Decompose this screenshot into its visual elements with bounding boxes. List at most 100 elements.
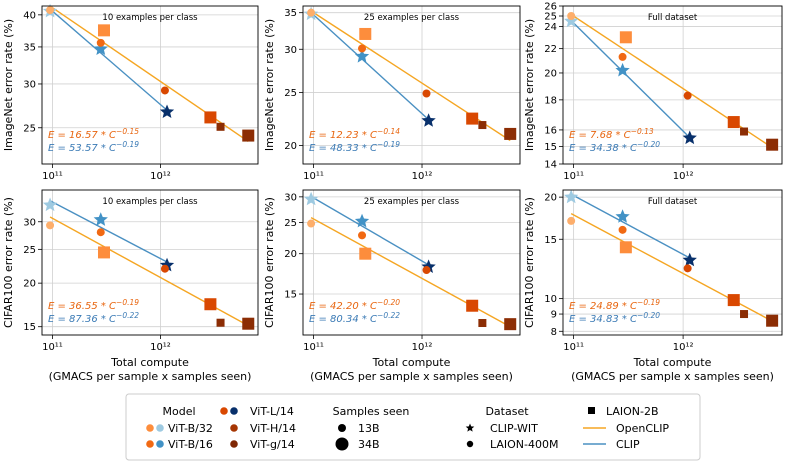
legend-model-marker [156,440,164,448]
y-tick-label: 25 [284,88,297,99]
legend-size-label: 13B [358,422,380,435]
fit-equation: E = 48.33 * C−0.19 [309,140,400,154]
y-tick-label: 18 [544,95,557,106]
legend-model-label: ViT-g/14 [250,438,295,451]
data-point [619,241,632,254]
y-tick-label: 26 [544,2,557,13]
data-point [303,191,319,206]
x-axis-label: Total compute [372,356,451,369]
y-tick-label: 25 [23,123,36,134]
data-point [307,8,316,17]
clip-fit-line [570,20,691,139]
fit-equation: E = 36.55 * C−0.19 [48,298,139,312]
y-tick-label: 20 [23,279,36,290]
y-tick-label: 22 [544,44,557,55]
clip-fit-line [49,200,168,263]
data-point [682,130,697,145]
data-point [504,127,517,140]
data-point [421,113,436,127]
data-point [478,121,487,130]
y-tick-label: 8 [551,327,557,338]
fit-equation: E = 53.57 * C−0.19 [48,140,139,154]
fit-equation: E = 42.20 * C−0.20 [309,298,400,312]
y-tick-label: 40 [23,10,36,21]
y-tick-label: 20 [544,68,557,79]
data-point [727,116,740,129]
clip-fit-line [310,195,429,266]
y-tick-label: 15 [23,322,36,333]
x-tick-label: 10¹² [412,342,433,353]
legend-header: Model [162,405,195,418]
data-point [93,212,108,226]
data-point [159,104,175,119]
data-point [42,197,58,212]
data-point [242,317,255,330]
fit-equation: E = 80.34 * C−0.22 [309,311,400,325]
data-point [46,221,55,230]
clip-fit-line [49,8,168,111]
y-tick-label: 25 [284,218,297,229]
data-point [160,264,169,273]
data-point [682,252,697,267]
data-point [97,24,110,37]
data-point [618,225,627,234]
legend: Model ViT-B/32 ViT-B/16 ViT-L/14 ViT-H/14 ViT… [125,393,701,461]
fit-equation: E = 7.68 * C−0.13 [569,127,654,141]
legend-model-marker [220,407,228,415]
fit-equation: E = 24.89 * C−0.19 [569,298,660,312]
legend-model-label: ViT-L/14 [250,405,294,418]
legend-line-label: OpenCLIP [616,422,669,435]
fit-equation: E = 34.38 * C−0.20 [569,140,660,154]
clip-fit-line [570,193,691,259]
legend-model-marker [230,440,238,448]
fit-equation: E = 12.23 * C−0.14 [309,127,400,141]
panel-title: 10 examples per class [102,197,198,207]
data-point [354,49,370,63]
y-axis-label: ImageNet error rate (%) [523,19,536,151]
y-tick-label: 16 [544,125,557,136]
y-tick-label: 20 [544,193,557,204]
fit-equation: E = 34.83 * C−0.20 [569,311,660,325]
y-tick-label: 35 [23,42,36,53]
y-tick-label: 25 [544,12,557,23]
panel-title: Full dataset [648,13,698,23]
x-tick-label: 10¹¹ [42,342,63,353]
data-point [504,318,517,331]
data-point [307,219,316,228]
data-point [359,247,372,260]
clip-fit-line [310,12,430,121]
data-point [567,12,576,21]
fit-equation: E = 87.36 * C−0.22 [48,311,139,325]
data-point [93,41,108,56]
legend-model-marker [146,424,154,432]
y-tick-label: 20 [284,249,297,260]
x-tick-label: 10¹² [150,342,171,353]
axes-frame [562,189,783,336]
legend-dataset-label: CLIP-WIT [490,422,538,435]
panel-4: 15 20 25 30 10¹¹ 10¹² 10 examples per class CIF… [2,189,259,383]
axes-frame [302,5,521,165]
legend-model-label: ViT-B/32 [168,422,213,435]
legend-model-marker [156,424,164,432]
legend-line-label: CLIP [616,438,640,451]
panel-title: Full dataset [648,197,698,207]
legend-size-marker [335,437,349,451]
y-tick-label: 14 [544,160,557,171]
data-point [766,314,779,327]
y-tick-label: 24 [544,22,557,33]
legend-header: Dataset [485,405,529,418]
data-point [727,294,740,307]
panel-6: 8 9 10 15 20 10¹¹ 10¹² Full dataset CIFAR100 err… [523,189,783,383]
data-point [422,266,431,275]
axes-frame [562,5,783,165]
y-tick-label: 30 [284,45,297,56]
panel-5: 15 20 25 30 10¹¹ 10¹² 25 examples per class CIF… [263,189,521,383]
x-tick-label: 10¹² [150,171,171,182]
legend-model-label: ViT-H/14 [250,422,296,435]
data-point [567,216,576,225]
legend-model-marker [230,407,238,415]
legend-dataset-marker [588,407,595,414]
y-axis-label: CIFAR100 error rate (%) [523,197,536,328]
legend-dataset-marker [465,423,475,432]
